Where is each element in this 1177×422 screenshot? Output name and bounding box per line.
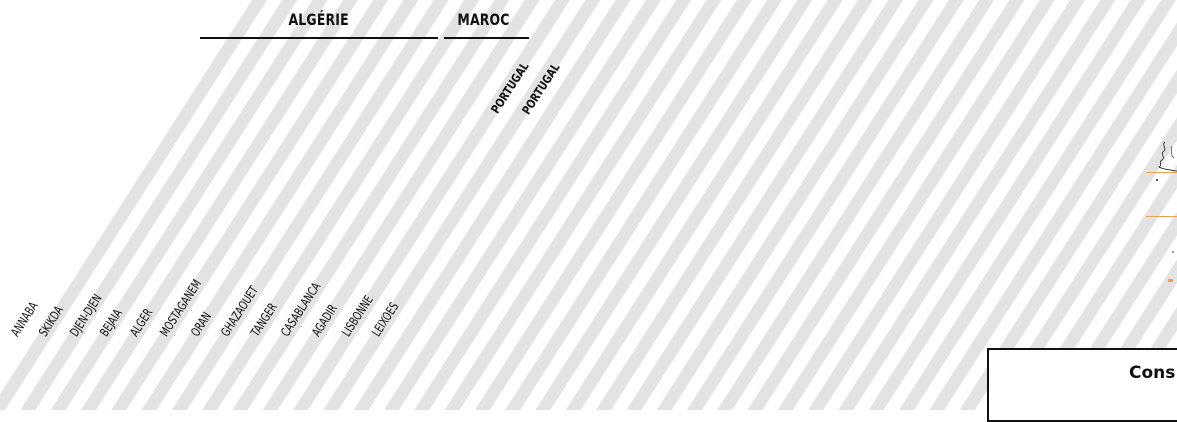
map-fragment-graphic [1141, 140, 1177, 290]
algerie-underline [200, 37, 438, 39]
orange-route-line-1 [1146, 172, 1177, 173]
orange-route-line-2 [1146, 216, 1177, 217]
country-header-algerie: ALGÉRIE [288, 10, 348, 29]
legend-title: Cons [1129, 363, 1175, 383]
country-header-maroc: MAROC [457, 10, 509, 29]
legend-box: Cons [987, 348, 1177, 422]
maroc-underline [444, 37, 529, 39]
orange-marker [1168, 279, 1173, 282]
